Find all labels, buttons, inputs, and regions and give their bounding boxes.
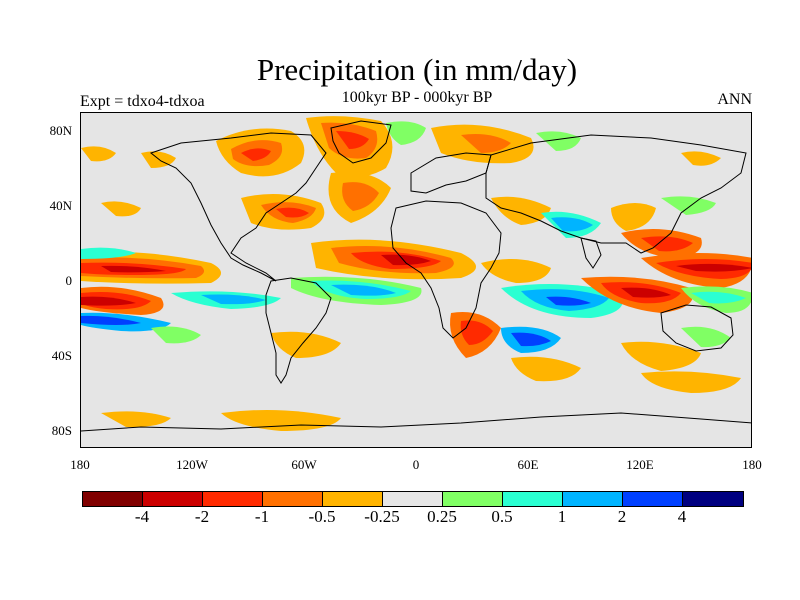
tropical-atlantic-indian-anomalies xyxy=(291,239,751,318)
colorbar-label: -2 xyxy=(194,507,210,526)
lon-tick-label: 120W xyxy=(176,457,208,472)
lat-tick-label: 80S xyxy=(51,423,72,438)
colorbar-label: 1 xyxy=(557,507,567,526)
colorbar-swatch xyxy=(83,492,143,506)
precipitation-map xyxy=(81,113,751,447)
lon-tick-label: 60E xyxy=(517,457,539,472)
colorbar-swatch xyxy=(443,492,503,506)
tropical-pacific-anomalies xyxy=(81,247,281,332)
colorbar-swatch xyxy=(263,492,323,506)
lon-tick-label: 180 xyxy=(70,457,90,472)
colorbar-label: 0.5 xyxy=(491,507,513,526)
experiment-label: Expt = tdxo4-tdxoa xyxy=(80,93,205,110)
lat-tick-label: 40S xyxy=(51,348,72,363)
colorbar-label: -0.25 xyxy=(364,507,400,526)
season-label: ANN xyxy=(717,91,752,108)
lon-tick-label: 180 xyxy=(742,457,762,472)
coastlines xyxy=(81,120,751,432)
lat-tick-label: 40N xyxy=(49,198,72,213)
lat-tick-label: 80N xyxy=(49,123,72,138)
colorbar-label: -4 xyxy=(134,507,150,526)
colorbar-label: 2 xyxy=(617,507,627,526)
colorbar-swatch xyxy=(563,492,623,506)
plot-subtitle: 100kyr BP - 000kyr BP xyxy=(341,89,493,106)
lon-tick-label: 60W xyxy=(291,457,317,472)
lon-tick-label: 120E xyxy=(626,457,654,472)
mid-latitude-anomalies xyxy=(101,172,716,258)
colorbar-label: 4 xyxy=(677,507,687,526)
colorbar xyxy=(82,491,744,507)
colorbar-swatch xyxy=(683,492,743,506)
map-panel xyxy=(80,112,752,448)
colorbar-swatch xyxy=(503,492,563,506)
colorbar-swatch xyxy=(623,492,683,506)
colorbar-label: -1 xyxy=(254,507,270,526)
north-atlantic-anomalies xyxy=(81,116,721,177)
colorbar-swatch xyxy=(203,492,263,506)
lon-tick-label: 0 xyxy=(412,457,420,472)
colorbar-swatch xyxy=(323,492,383,506)
plot-title: Precipitation (in mm/day) xyxy=(256,52,578,87)
colorbar-swatch xyxy=(143,492,203,506)
colorbar-label: 0.25 xyxy=(427,507,457,526)
colorbar-swatch xyxy=(383,492,443,506)
colorbar-label: -0.5 xyxy=(308,507,336,526)
lat-tick-label: 0 xyxy=(65,273,73,288)
